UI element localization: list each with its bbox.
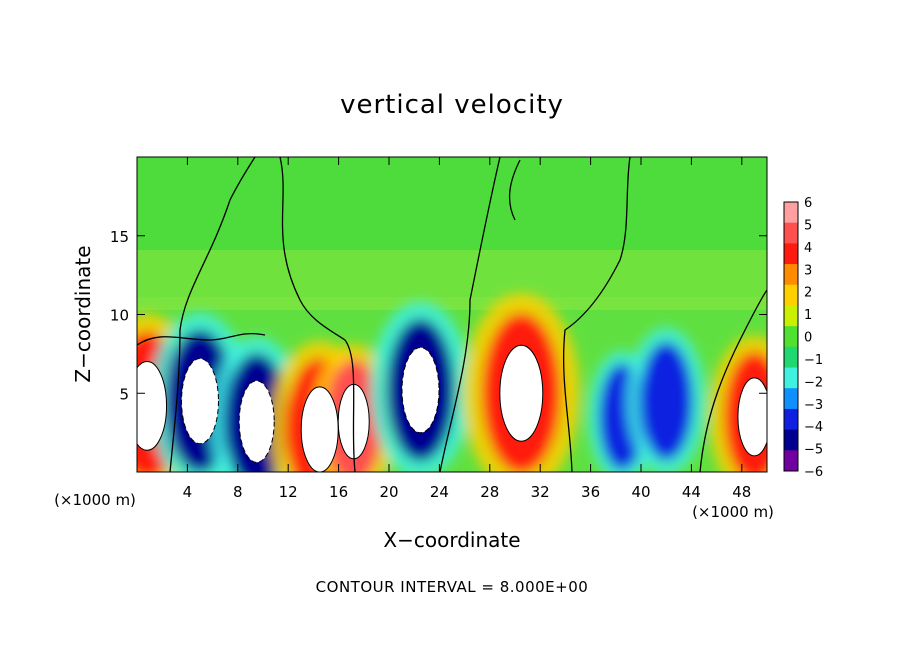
colorbar-tick-label: 4 [804,241,812,256]
colorbar-tick-label: −4 [804,420,823,435]
colorbar-swatch [784,388,798,410]
colorbar-tick-label: −3 [804,398,823,413]
x-tick-label: 36 [581,483,600,501]
x-tick-label: 40 [631,483,650,501]
colorbar-swatch [784,243,798,265]
contour-core [181,358,219,445]
contour-line [508,159,521,221]
colorbar-tick-label: 1 [804,308,812,323]
contour-line [169,157,256,472]
y-tick-label: 10 [110,307,129,325]
colorbar-swatch [784,346,798,369]
colorbar-tick-label: 5 [804,218,812,233]
y-axis-label: Z−coordinate [71,245,95,382]
colorbar-tick-label: 6 [804,196,812,211]
colorbar-swatch [784,222,798,244]
contour-core [238,380,275,463]
colorbar-tick-label: −5 [804,443,823,458]
colorbar-tick-label: 0 [804,331,812,346]
x-tick-label: 24 [430,483,449,501]
contour-line [439,157,501,472]
x-tick-label: 28 [480,483,499,501]
colorbar-swatch [784,284,798,306]
contour-core [737,377,767,457]
x-axis-label: X−coordinate [383,528,520,552]
chart-title: vertical velocity [340,90,564,120]
y-tick-label: 5 [119,385,129,403]
contour-core [499,344,544,442]
colorbar-swatch [784,429,798,451]
x-tick-label: 12 [279,483,298,501]
colorbar-swatch [784,305,798,327]
colorbar-swatch [784,202,798,224]
x-tick-label: 20 [379,483,398,501]
plot-area [137,157,767,472]
colorbar-frame [783,201,799,472]
x-tick-label: 8 [233,483,243,501]
colorbar-swatch [784,367,798,389]
contour-line [562,157,631,472]
contour-core [137,360,168,451]
x-unit-right: (×1000 m) [692,503,774,521]
velocity-region [639,342,693,461]
colorbar-swatch [784,326,798,348]
y-tick-label: 15 [110,228,129,246]
mid-band [137,250,767,310]
contour-line [137,333,266,346]
colorbar-swatch [784,264,798,286]
x-unit-left: (×1000 m) [54,491,136,509]
contour-interval: CONTOUR INTERVAL = 8.000E+00 [316,578,589,596]
colorbar-tick-label: 2 [804,286,812,301]
colorbar-tick-label: 3 [804,263,812,278]
colorbar-swatch [784,408,798,431]
contour-core [300,386,339,472]
colorbar-swatch [784,450,798,472]
x-tick-label: 44 [682,483,701,501]
colorbar: 6 5 4 3 2 1 0 −1 −2 −3 −4 −5 −6 [783,196,823,480]
contour-line [699,289,767,472]
x-tick-label: 4 [183,483,193,501]
colorbar-tick-label: −2 [804,375,823,390]
contour-core [401,347,440,434]
x-tick-label: 16 [329,483,348,501]
contour-line [279,157,356,472]
colorbar-tick-label: −6 [804,465,823,480]
colorbar-tick-label: −1 [804,353,823,368]
x-tick-label: 48 [732,483,751,501]
x-tick-label: 32 [531,483,550,501]
